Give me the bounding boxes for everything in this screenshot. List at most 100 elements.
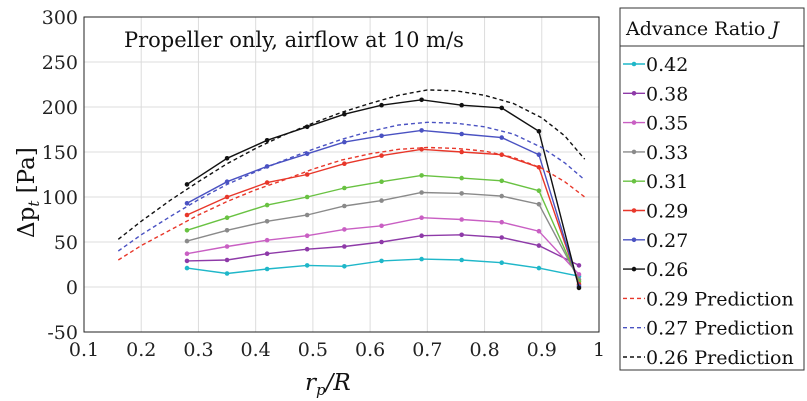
data-point xyxy=(576,263,582,268)
data-point xyxy=(499,178,505,184)
y-axis-label: Δpt [Pa] xyxy=(14,147,43,238)
data-point xyxy=(342,111,347,117)
data-point xyxy=(499,193,505,199)
legend-items: 0.42 0.38 0.35 0.33 0.31 0.29 0.27 0.26 0.29 Pre… xyxy=(623,54,794,369)
legend-marker xyxy=(631,120,637,125)
series-line xyxy=(117,146,586,261)
data-point xyxy=(459,217,464,222)
data-point xyxy=(184,251,190,256)
series-0.38 xyxy=(184,232,582,268)
data-point xyxy=(379,258,384,264)
data-point xyxy=(459,191,464,196)
legend-marker xyxy=(631,178,637,184)
data-point xyxy=(419,215,424,220)
series-line xyxy=(117,121,586,252)
legend-marker xyxy=(631,149,637,155)
y-tick-label: 200 xyxy=(42,97,78,119)
data-point xyxy=(342,264,347,269)
grid xyxy=(83,16,600,333)
data-point xyxy=(304,263,310,268)
data-point xyxy=(224,194,230,200)
x-tick-label: 0.4 xyxy=(241,339,271,361)
series-line xyxy=(117,89,586,240)
data-point xyxy=(304,246,310,252)
data-point xyxy=(342,139,347,145)
data-point xyxy=(264,202,270,208)
data-point xyxy=(459,232,464,238)
data-point xyxy=(536,265,542,271)
legend-label: 0.29 xyxy=(646,201,688,223)
data-point xyxy=(419,233,424,238)
legend-title: Advance Ratio J xyxy=(625,18,780,40)
data-point xyxy=(419,173,424,178)
data-point xyxy=(499,260,505,266)
data-point xyxy=(459,131,464,137)
legend-marker xyxy=(631,266,637,272)
y-tick-label: 300 xyxy=(42,7,78,29)
x-tick-label: 0.6 xyxy=(355,339,385,361)
series-line xyxy=(186,148,580,285)
legend-item: 0.35 xyxy=(623,113,688,135)
data-point xyxy=(379,102,384,108)
legend-label: 0.26 xyxy=(646,259,688,281)
data-point xyxy=(304,212,310,218)
legend-label: 0.31 xyxy=(646,171,688,193)
legend-label: 0.29 Prediction xyxy=(646,288,794,310)
series-0.42 xyxy=(184,256,582,279)
legend-marker xyxy=(631,208,637,213)
data-point xyxy=(184,212,190,218)
series-0.27-prediction xyxy=(117,121,586,252)
data-point xyxy=(184,258,190,264)
series-line xyxy=(186,191,580,281)
data-point xyxy=(264,138,270,143)
data-point xyxy=(342,185,347,191)
legend-item: 0.29 Prediction xyxy=(623,288,794,310)
series-0.26-prediction xyxy=(117,89,586,240)
data-point xyxy=(184,201,190,206)
data-point xyxy=(264,219,270,224)
data-point xyxy=(264,251,270,256)
y-tick-label: 100 xyxy=(42,187,78,209)
legend-marker xyxy=(631,91,637,96)
y-tick-label: 50 xyxy=(54,232,78,254)
data-point xyxy=(184,228,190,233)
data-point xyxy=(224,215,230,220)
data-point xyxy=(264,266,270,272)
data-point xyxy=(419,190,424,195)
legend-item: 0.27 xyxy=(623,230,688,252)
series-line xyxy=(186,129,580,287)
data-point xyxy=(379,133,384,139)
legend-label: 0.26 Prediction xyxy=(646,347,794,369)
series-0.26 xyxy=(184,97,582,291)
data-point xyxy=(499,235,505,240)
data-point xyxy=(536,228,542,234)
data-point xyxy=(419,128,424,133)
data-point xyxy=(304,151,310,157)
legend-label: 0.27 xyxy=(646,230,688,252)
series-layer xyxy=(117,89,586,291)
data-point xyxy=(536,243,542,248)
x-tick-label: 0.5 xyxy=(298,339,328,361)
data-point xyxy=(499,135,505,140)
x-tick-label: 0.7 xyxy=(412,339,442,361)
data-point xyxy=(342,203,347,209)
data-point xyxy=(224,257,230,263)
data-point xyxy=(459,102,464,108)
y-tick-label: 150 xyxy=(42,142,78,164)
plot-frame xyxy=(83,16,600,333)
legend-item: 0.31 xyxy=(623,171,688,193)
data-point xyxy=(342,227,347,232)
x-tick-label: 0.8 xyxy=(469,339,499,361)
data-point xyxy=(379,198,384,203)
data-point xyxy=(459,257,464,263)
x-tick-label: 0.9 xyxy=(527,339,557,361)
data-point xyxy=(224,179,230,184)
legend-label: 0.33 xyxy=(646,142,688,164)
data-point xyxy=(576,272,582,277)
data-point xyxy=(576,285,582,291)
legend: Advance Ratio J 0.42 0.38 0.35 0.33 0.31 0.29… xyxy=(619,7,805,371)
data-point xyxy=(379,223,384,229)
legend-item: 0.42 xyxy=(623,54,688,76)
legend-marker xyxy=(631,61,637,67)
